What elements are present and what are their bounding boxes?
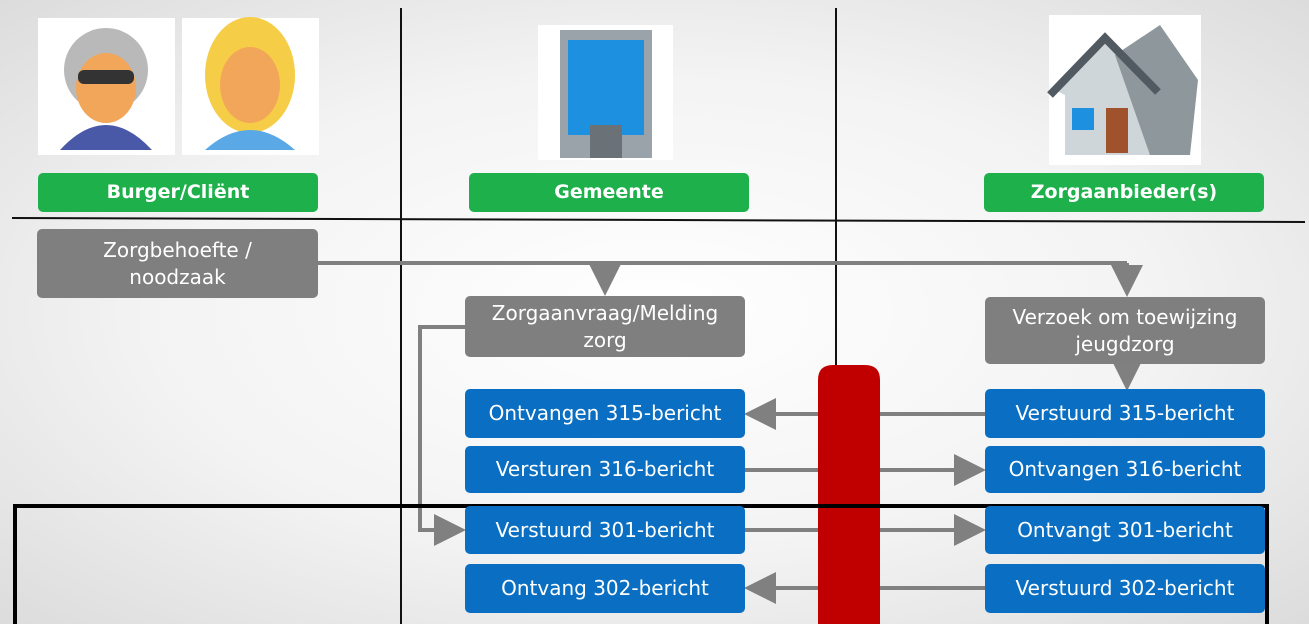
icon-house [1049, 15, 1201, 165]
message-box: Verstuurd 302-bericht [985, 564, 1265, 613]
message-box: Ontvangen 315-bericht [465, 389, 745, 438]
box-text: Zorgaanvraag/Melding [492, 300, 718, 327]
icon-woman [182, 17, 319, 155]
box-text: Ontvang 302-bericht [501, 575, 709, 602]
box-text: Zorgaanbieder(s) [1031, 179, 1218, 206]
request-box: Zorgbehoefte /noodzaak [37, 229, 318, 298]
box-text: jeugdzorg [1075, 331, 1174, 358]
message-box: Verstuurd 301-bericht [465, 506, 745, 554]
message-box: Ontvang 302-bericht [465, 564, 745, 613]
box-text: Ontvangen 315-bericht [489, 400, 722, 427]
box-text: Verstuurd 315-bericht [1016, 400, 1235, 427]
barrier [818, 365, 880, 624]
box-text: zorg [583, 327, 626, 354]
box-text: Burger/Cliënt [107, 179, 250, 206]
box-text: Zorgbehoefte / [103, 237, 252, 264]
box-text: Verzoek om toewijzing [1013, 304, 1238, 331]
box-text: Verstuurd 301-bericht [496, 517, 715, 544]
icon-elderly [38, 18, 175, 155]
box-text: Gemeente [554, 179, 664, 206]
box-text: noodzaak [129, 264, 225, 291]
message-box: Verstuurd 315-bericht [985, 389, 1265, 438]
column-header: Burger/Cliënt [38, 173, 318, 212]
icon-building [538, 25, 673, 160]
box-text: Verstuurd 302-bericht [1016, 575, 1235, 602]
box-text: Ontvangen 316-bericht [1009, 456, 1242, 483]
message-box: Ontvangt 301-bericht [985, 506, 1265, 554]
box-text: Ontvangt 301-bericht [1017, 517, 1233, 544]
header-divider [12, 218, 1305, 222]
column-header: Gemeente [469, 173, 749, 212]
column-header: Zorgaanbieder(s) [984, 173, 1264, 212]
message-box: Ontvangen 316-bericht [985, 446, 1265, 493]
diagram: Burger/Cliënt Gemeente Zorgaanbieder(s) Zor… [0, 0, 1309, 624]
message-box: Versturen 316-bericht [465, 446, 745, 493]
box-text: Versturen 316-bericht [496, 456, 714, 483]
